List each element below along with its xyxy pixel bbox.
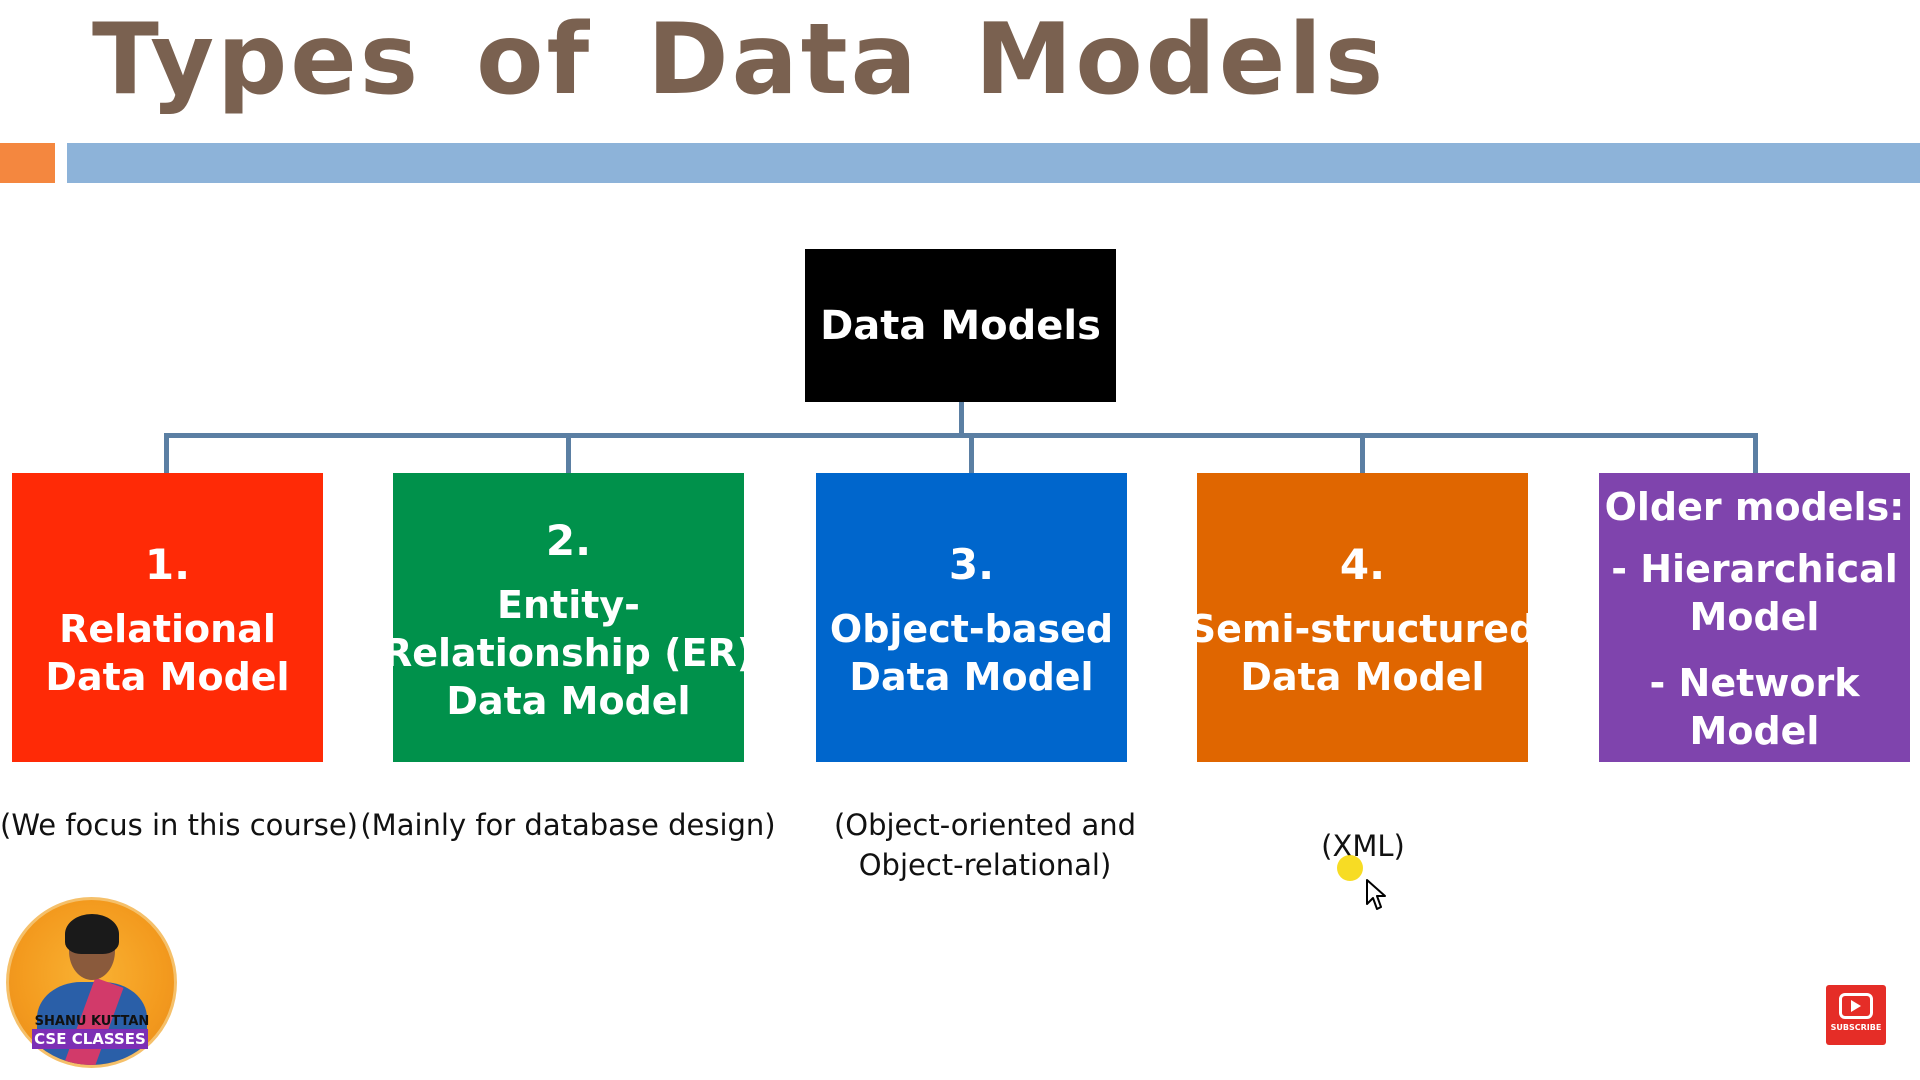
root-node-data-models: Data Models: [805, 249, 1116, 402]
category-label-line: Relationship (ER): [382, 630, 755, 675]
connector-root-down: [959, 402, 964, 435]
note-entity-relationship: (Mainly for database design): [358, 805, 778, 845]
category-label-line: Entity-: [497, 582, 640, 627]
play-icon: [1839, 993, 1873, 1019]
category-label-line: - Hierarchical: [1611, 547, 1898, 591]
channel-brand: CSE CLASSES: [32, 1029, 148, 1049]
category-label-line: Object-based: [829, 606, 1114, 651]
category-relational: 1. Relational Data Model: [12, 473, 323, 762]
category-label-line: Data Model: [1240, 654, 1485, 699]
category-older-models: Older models: - Hierarchical Model - Net…: [1599, 473, 1910, 762]
connector-branch-2: [566, 433, 571, 473]
category-heading: Older models:: [1604, 485, 1905, 529]
title-accent-orange: [0, 143, 55, 183]
subscribe-label: SUBSCRIBE: [1830, 1023, 1882, 1032]
category-label-line: Data Model: [849, 654, 1094, 699]
category-number: 3.: [948, 539, 995, 589]
category-label-line: Relational: [59, 606, 276, 651]
connector-branch-1: [164, 433, 169, 473]
note-line: Object-relational): [858, 848, 1112, 882]
note-line: (Object-oriented and: [833, 808, 1137, 842]
category-number: 4.: [1339, 539, 1386, 589]
laser-pointer-dot: [1337, 855, 1363, 881]
note-relational: (We focus in this course): [0, 805, 358, 845]
category-label-line: Data Model: [446, 678, 691, 723]
note-line: (We focus in this course): [0, 808, 358, 842]
mouse-cursor-icon: [1366, 879, 1386, 910]
note-line: (XML): [1321, 829, 1405, 863]
category-number: 2.: [545, 515, 592, 565]
category-label-line: Model: [1689, 595, 1820, 639]
channel-name: SHANU KUTTAN: [34, 1014, 150, 1029]
subscribe-button[interactable]: SUBSCRIBE: [1826, 985, 1886, 1045]
category-number: 1.: [144, 539, 191, 589]
root-node-label: Data Models: [820, 302, 1101, 349]
connector-horizontal: [164, 433, 1758, 438]
connector-branch-4: [1360, 433, 1365, 473]
category-object-based: 3. Object-based Data Model: [816, 473, 1127, 762]
category-label-line: Semi-structured: [1188, 606, 1537, 651]
category-label-line: - Network: [1649, 661, 1860, 705]
category-semi-structured: 4. Semi-structured Data Model: [1189, 473, 1536, 762]
category-label-line: Model: [1689, 709, 1820, 753]
note-semi-structured: (XML): [1263, 826, 1463, 866]
category-entity-relationship: 2. Entity- Relationship (ER) Data Model: [383, 473, 754, 762]
title-accent-bar: [67, 143, 1920, 183]
connector-branch-3: [969, 433, 974, 473]
note-line: (Mainly for database design): [360, 808, 776, 842]
category-label-line: Data Model: [45, 654, 290, 699]
slide-title: Types of Data Models: [92, 3, 1387, 117]
note-object-based: (Object-oriented and Object-relational): [820, 805, 1150, 885]
connector-branch-5: [1753, 433, 1758, 473]
